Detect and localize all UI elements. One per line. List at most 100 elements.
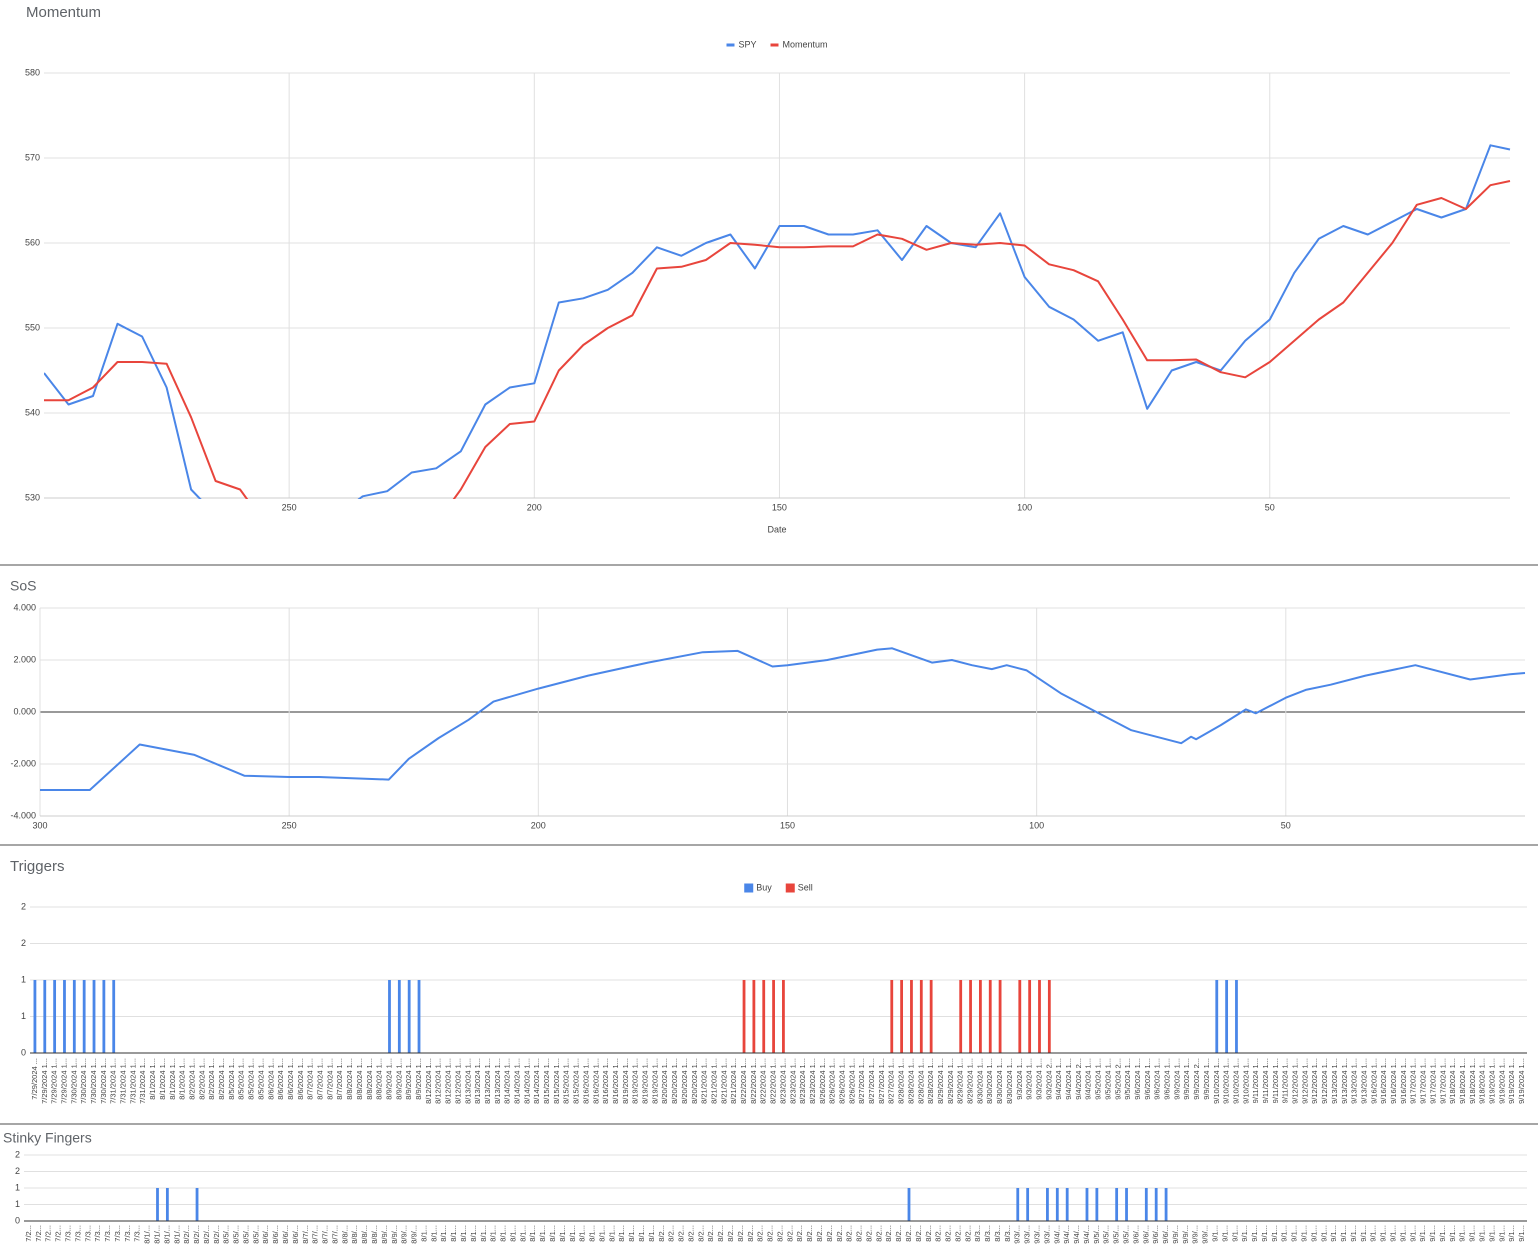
x-tick-label: 7/3... — [93, 1225, 102, 1242]
x-axis-title: Date — [767, 524, 786, 534]
x-tick-label: 9/4/... — [1062, 1225, 1071, 1244]
x-tick-label: 8/1... — [449, 1225, 458, 1242]
x-tick-label: 9/1... — [1468, 1225, 1477, 1242]
x-tick-label: 8/1/... — [172, 1225, 181, 1244]
x-tick-label: 9/10/2024 1... — [1212, 1058, 1221, 1104]
bar — [762, 980, 766, 1053]
x-tick-label: 9/4/2024 2... — [1074, 1058, 1083, 1100]
x-tick-label: 9/10/2024 1... — [1231, 1058, 1240, 1104]
bar — [782, 980, 785, 1053]
bar — [772, 980, 775, 1053]
x-tick-label: 8/1/... — [162, 1225, 171, 1244]
x-tick-label: 7/3... — [133, 1225, 142, 1242]
x-tick-label: 8/16/2024 1... — [591, 1058, 600, 1104]
x-tick-label: 9/1... — [1349, 1225, 1358, 1242]
x-tick-label: 9/3/... — [1033, 1225, 1042, 1244]
x-tick-label: 8/2... — [864, 1225, 873, 1242]
bar — [92, 980, 96, 1053]
x-tick-label: 8/6/2024 1... — [296, 1058, 305, 1100]
x-tick-label: 9/1... — [1379, 1225, 1388, 1242]
y-tick-label: 1 — [15, 1199, 20, 1209]
x-tick-label: 9/1... — [1507, 1225, 1516, 1242]
x-tick-label: 9/1... — [1270, 1225, 1279, 1242]
x-tick-label: 8/26/2024 1... — [847, 1058, 856, 1104]
x-tick-label: 8/21/2024 1... — [700, 1058, 709, 1104]
x-tick-label: 8/6/... — [291, 1225, 300, 1244]
bar — [72, 980, 76, 1053]
x-tick-label: 8/6/... — [281, 1225, 290, 1244]
x-tick-label: 9/11/2024 1... — [1281, 1058, 1290, 1103]
x-tick-label: 9/17/2024 1... — [1438, 1058, 1447, 1104]
x-tick-label: 8/2... — [756, 1225, 765, 1242]
x-tick-label: 8/5/2024 1... — [247, 1058, 256, 1100]
bar — [195, 1188, 199, 1221]
x-tick-label: 8/15/2024 1... — [562, 1058, 571, 1104]
x-tick-label: 8/12/2024 1... — [444, 1058, 453, 1104]
y-tick-label: 0 — [15, 1215, 20, 1225]
x-tick-label: 8/16/2024 1... — [581, 1058, 590, 1104]
bar — [1047, 980, 1051, 1053]
x-tick-label: 8/2... — [667, 1225, 676, 1242]
legend: SPY Momentum — [726, 39, 828, 49]
x-tick-label: 8/27/2024 1... — [887, 1058, 896, 1104]
x-tick-label: 8/1/2024 1... — [158, 1058, 167, 1100]
x-tick-label: 9/5/2024 2... — [1113, 1058, 1122, 1100]
x-tick-label: 8/7/2024 1... — [306, 1058, 315, 1100]
x-tick-label: 8/1... — [419, 1225, 428, 1242]
x-tick-label: 9/4/... — [1052, 1225, 1061, 1244]
x-tick-label: 9/1... — [1398, 1225, 1407, 1242]
series-line — [44, 144, 1511, 499]
bar — [1215, 980, 1219, 1053]
x-tick-label: 8/22/2024 1... — [739, 1058, 748, 1104]
y-tick-label: 1 — [21, 1011, 26, 1021]
x-tick-label: 9/4/2024 1... — [1054, 1058, 1063, 1100]
x-tick-label: 8/1/2024 1... — [168, 1058, 177, 1100]
x-tick-label: 7/30/2024 1... — [89, 1058, 98, 1104]
x-tick-label: 8/30/2024 1... — [985, 1058, 994, 1104]
x-tick-label: 8/1/... — [143, 1225, 152, 1244]
bar — [165, 1188, 169, 1221]
x-tick-label: 8/2... — [677, 1225, 686, 1242]
series-line — [40, 647, 1526, 791]
x-tick-label: 7/3... — [113, 1225, 122, 1242]
x-tick-label: 9/18/2024 1... — [1448, 1058, 1457, 1104]
chart-title: Stinky Fingers — [3, 1130, 92, 1146]
x-tick-label: 9/9/... — [1181, 1225, 1190, 1244]
x-tick-label: 8/2... — [716, 1225, 725, 1242]
x-tick-label: 8/8/2024 1... — [345, 1058, 354, 1100]
x-tick-label: 8/14/2024 1... — [512, 1058, 521, 1104]
bar — [43, 980, 47, 1053]
x-tick-label: 8/2/... — [212, 1225, 221, 1244]
x-tick-label: 9/16/2024 1... — [1399, 1058, 1408, 1104]
x-tick-label: 8/7/2024 1... — [335, 1058, 344, 1100]
x-tick-label: 8/1... — [588, 1225, 597, 1242]
x-tick-label: 8/3... — [983, 1225, 992, 1242]
x-tick-label: 9/19/2024 1... — [1497, 1058, 1506, 1104]
x-tick-label: 9/1... — [1240, 1225, 1249, 1242]
x-tick-label: 8/23/2024 1... — [778, 1058, 787, 1104]
x-tick-label: 8/13/2024 1... — [483, 1058, 492, 1104]
x-tick-label: 8/1... — [548, 1225, 557, 1242]
x-tick-label: 8/20/2024 1... — [680, 1058, 689, 1104]
x-tick-label: 8/1... — [469, 1225, 478, 1242]
bar — [1055, 1188, 1059, 1221]
x-tick-label: 8/2/2024 1... — [207, 1058, 216, 1100]
x-tick-label: 8/7/... — [301, 1225, 310, 1244]
x-tick-label: 8/9/... — [410, 1225, 419, 1244]
x-tick-label: 9/1... — [1418, 1225, 1427, 1242]
x-tick-label: 9/5/2024 1... — [1103, 1058, 1112, 1100]
x-tick-label: 8/7/... — [330, 1225, 339, 1244]
y-tick-label: 2.000 — [13, 654, 36, 664]
x-tick-label: 7/29/2024 1... — [40, 1058, 49, 1104]
bar — [1115, 1188, 1119, 1221]
y-tick-label: 2 — [21, 901, 26, 911]
bar — [1125, 1188, 1128, 1221]
x-tick-label: 9/9/... — [1201, 1225, 1210, 1244]
x-tick-label: 8/2... — [766, 1225, 775, 1242]
x-tick-label: 9/1... — [1408, 1225, 1417, 1242]
x-tick-label: 7/2... — [34, 1225, 43, 1242]
x-tick-label: 8/19/2024 1... — [621, 1058, 630, 1104]
x-tick-label: 8/9/2024 1... — [404, 1058, 413, 1100]
chart-title: Triggers — [10, 858, 64, 875]
bar — [919, 980, 923, 1053]
